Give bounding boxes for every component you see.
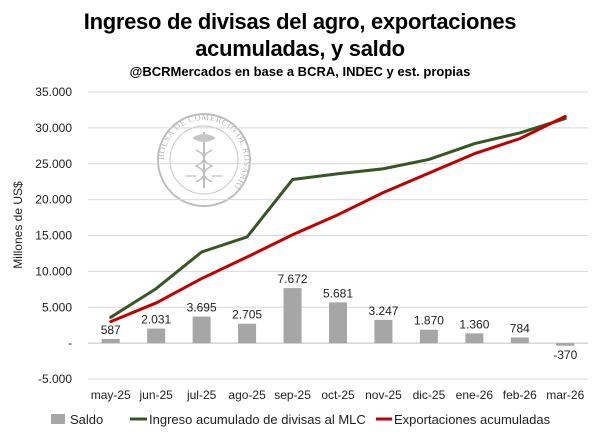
y-tick-label: 20.000 bbox=[35, 193, 72, 207]
x-tick-label: ago-25 bbox=[228, 388, 266, 402]
legend-label-saldo: Saldo bbox=[70, 412, 103, 427]
x-tick-label: ene-26 bbox=[456, 388, 494, 402]
chart-title-line-2: acumuladas, y saldo bbox=[195, 36, 405, 61]
y-axis-ticks: -5.000-5.00010.00015.00020.00025.00030.0… bbox=[35, 85, 72, 386]
legend-label-ingreso: Ingreso acumulado de divisas al MLC bbox=[149, 412, 366, 427]
saldo-data-label: 2.705 bbox=[232, 308, 262, 322]
saldo-bar bbox=[192, 316, 211, 344]
saldo-data-label: 1.870 bbox=[414, 314, 444, 328]
bcr-seal-watermark: BOLSA DE COMERCIO DE ROSARIO bbox=[156, 112, 252, 207]
chart-title-line-1: Ingreso de divisas del agro, exportacion… bbox=[83, 9, 517, 34]
saldo-bar bbox=[419, 329, 438, 344]
exportaciones-line bbox=[109, 114, 567, 324]
x-tick-label: oct-25 bbox=[321, 388, 355, 402]
saldo-data-label: 3.695 bbox=[187, 301, 217, 315]
x-tick-label: jun-25 bbox=[139, 388, 174, 402]
saldo-bar bbox=[374, 319, 393, 344]
y-tick-label: 30.000 bbox=[35, 121, 72, 135]
y-tick-label: -5.000 bbox=[38, 372, 72, 386]
saldo-bar bbox=[465, 333, 484, 344]
saldo-data-label: -370 bbox=[553, 348, 577, 362]
saldo-bars bbox=[101, 288, 575, 346]
saldo-bar bbox=[510, 337, 529, 344]
saldo-bar bbox=[329, 302, 347, 344]
saldo-data-label: 784 bbox=[510, 321, 530, 335]
chart-subtitle: @BCRMercados en base a BCRA, INDEC y est… bbox=[129, 64, 471, 79]
x-tick-label: mar-26 bbox=[546, 388, 584, 402]
legend-swatch-saldo bbox=[51, 414, 65, 424]
y-axis-label: Millones de US$ bbox=[11, 181, 25, 269]
saldo-data-label: 1.360 bbox=[459, 317, 489, 331]
y-tick-label: 25.000 bbox=[35, 157, 72, 171]
y-tick-label: 15.000 bbox=[35, 229, 72, 243]
x-axis-ticks: may-25 jun-25 jul-25 ago-25 sep-25 oct-25 nov-… bbox=[91, 388, 585, 402]
x-tick-label: may-25 bbox=[91, 388, 131, 402]
saldo-bar bbox=[556, 343, 575, 346]
y-tick-label: - bbox=[68, 336, 72, 350]
saldo-data-label: 587 bbox=[101, 323, 121, 337]
saldo-bar bbox=[101, 338, 120, 344]
saldo-bar bbox=[283, 288, 302, 344]
x-tick-label: nov-25 bbox=[365, 388, 402, 402]
legend: Saldo Ingreso acumulado de divisas al MLC… bbox=[51, 412, 551, 427]
ingreso-divisas-line bbox=[109, 117, 567, 319]
x-tick-label: jul-25 bbox=[186, 388, 217, 402]
y-tick-label: 35.000 bbox=[35, 85, 72, 99]
x-tick-label: feb-26 bbox=[503, 388, 537, 402]
saldo-data-label: 5.681 bbox=[323, 286, 353, 300]
saldo-bar bbox=[147, 328, 166, 344]
saldo-data-label: 3.247 bbox=[368, 304, 398, 318]
saldo-data-labels: 587 2.031 3.695 2.705 7.672 5.681 3.247 1.870 1.… bbox=[101, 272, 578, 362]
y-tick-label: 10.000 bbox=[35, 264, 72, 278]
series-lines bbox=[109, 114, 567, 324]
saldo-data-label: 7.672 bbox=[278, 272, 308, 286]
legend-label-exportaciones: Exportaciones acumuladas bbox=[394, 412, 551, 427]
saldo-data-label: 2.031 bbox=[141, 313, 171, 327]
x-tick-label: sep-25 bbox=[274, 388, 311, 402]
y-tick-label: 5.000 bbox=[42, 300, 72, 314]
saldo-bar bbox=[238, 323, 257, 344]
gridlines bbox=[88, 91, 588, 380]
x-tick-label: dic-25 bbox=[413, 388, 446, 402]
